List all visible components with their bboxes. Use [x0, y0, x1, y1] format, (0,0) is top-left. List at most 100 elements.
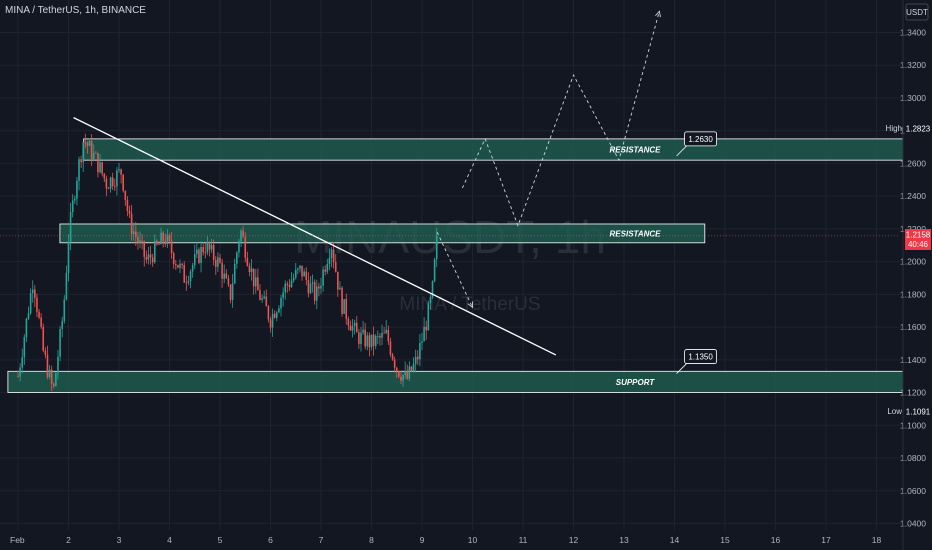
x-axis-tick-label: 3: [117, 535, 122, 545]
candle-body: [183, 265, 186, 283]
zones-layer: RESISTANCE RESISTANCE SUPPORT: [7, 138, 904, 393]
candle-body: [109, 177, 112, 189]
candle-body: [374, 336, 377, 346]
callout-pointer: [676, 363, 687, 374]
x-axis-tick-label: 15: [720, 535, 730, 545]
candle-body: [299, 265, 301, 269]
candle-body: [162, 232, 164, 242]
high-value: 1.2823: [906, 125, 931, 134]
candle-body: [364, 329, 366, 347]
zone-resistance[interactable]: [59, 223, 706, 244]
candle-body: [372, 334, 375, 346]
candle-body: [238, 241, 240, 253]
candle-body: [107, 188, 110, 190]
candle-body: [113, 185, 116, 187]
candle-body: [236, 252, 238, 264]
candle-body: [404, 370, 406, 375]
candle-body: [355, 322, 358, 333]
candle-body: [282, 292, 284, 298]
candle-body: [82, 142, 85, 163]
candle-body: [44, 350, 47, 355]
y-axis-tick-label: 1.2400: [900, 191, 926, 201]
callout-pointer: [676, 145, 687, 157]
candle-body: [158, 244, 160, 245]
candle-body: [435, 235, 438, 260]
candle-body: [414, 356, 417, 364]
current-price-countdown: 40:46: [908, 240, 929, 249]
candle-body: [324, 269, 327, 272]
x-axis-tick-label: 9: [420, 535, 425, 545]
candle-body: [92, 152, 95, 160]
candle-body: [99, 162, 101, 173]
candle-body: [46, 354, 49, 377]
candle-body: [412, 363, 415, 371]
trendline[interactable]: [73, 117, 557, 356]
candle-body: [147, 254, 150, 260]
symbol-title[interactable]: MINA / TetherUS, 1h, BINANCE: [5, 5, 146, 16]
zone-resistance[interactable]: [83, 138, 904, 161]
candle-body: [61, 321, 63, 330]
callout-box: [684, 349, 717, 364]
candle-body: [297, 268, 299, 270]
candle-body: [276, 312, 278, 318]
current-price-tag: 1.2158 40:46: [905, 229, 931, 250]
candle-body: [410, 366, 413, 371]
candle-body: [330, 249, 333, 258]
candle-body: [353, 322, 356, 326]
candle-body: [172, 253, 175, 264]
candle-body: [31, 289, 34, 294]
candle-body: [290, 280, 293, 287]
candle-body: [181, 263, 183, 266]
candle-body: [240, 230, 242, 242]
candles-layer: [17, 133, 438, 392]
candle-body: [231, 283, 234, 300]
candle-body: [193, 254, 196, 266]
candle-body: [217, 257, 219, 267]
price-callout[interactable]: 1.2630: [676, 131, 717, 157]
x-axis-tick-label: 2: [66, 535, 71, 545]
zone-support[interactable]: [7, 370, 904, 393]
candle-body: [42, 326, 45, 351]
candle-body: [187, 281, 190, 283]
candle-body: [419, 342, 421, 360]
candle-body: [271, 313, 274, 328]
candle-body: [59, 329, 61, 357]
candle-body: [309, 283, 312, 294]
projection-path-up[interactable]: [461, 11, 660, 227]
candle-body: [166, 235, 169, 245]
candle-body: [29, 293, 32, 314]
currency-button[interactable]: USDT: [905, 3, 929, 21]
axes-layer: 1.34001.32001.30001.28001.26001.24001.22…: [10, 0, 926, 550]
candle-body: [227, 278, 230, 285]
candle-body: [368, 335, 371, 348]
candle-body: [292, 277, 295, 281]
projection-path-down[interactable]: [436, 231, 473, 308]
candle-body: [383, 332, 385, 334]
candle-body: [351, 325, 354, 331]
candle-body: [402, 374, 404, 381]
candle-body: [305, 271, 308, 280]
candle-body: [204, 252, 207, 254]
candle-body: [206, 242, 209, 253]
candle-body: [69, 211, 72, 242]
candle-body: [343, 299, 345, 314]
candle-body: [21, 357, 24, 368]
candle-body: [65, 272, 68, 300]
candle-body: [111, 177, 114, 186]
projection-arrow-up: [655, 10, 661, 18]
candle-body: [421, 341, 423, 343]
y-axis-tick-label: 1.3200: [900, 60, 926, 70]
candle-body: [40, 317, 42, 327]
x-axis-tick-label: 6: [268, 535, 273, 545]
projection-arrow-down: [467, 301, 474, 309]
candle-body: [145, 256, 148, 260]
y-axis-tick-label: 1.1200: [900, 388, 926, 398]
candle-body: [433, 259, 436, 282]
candle-body: [358, 332, 360, 344]
price-callout[interactable]: 1.1350: [676, 349, 717, 374]
candle-body: [425, 326, 428, 331]
candle-body: [71, 200, 74, 212]
candle-body: [345, 299, 348, 319]
candle-body: [431, 281, 434, 297]
